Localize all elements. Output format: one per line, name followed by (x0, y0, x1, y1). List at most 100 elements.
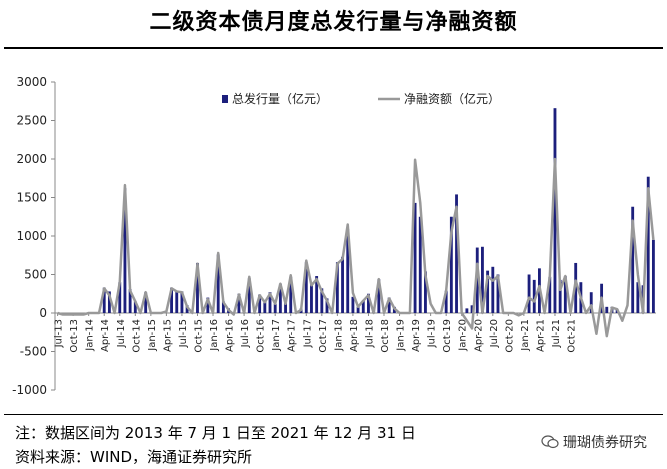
bar (289, 276, 293, 313)
bar (341, 256, 344, 313)
y-tick-label: 2000 (16, 152, 47, 166)
bar (320, 288, 324, 313)
bar (268, 292, 272, 313)
bar (351, 296, 355, 313)
bar (335, 262, 339, 313)
x-tick-label: Jan-16 (209, 319, 220, 352)
x-tick-label: Jan-17 (271, 319, 282, 352)
x-tick-label: Jul-13 (54, 319, 65, 348)
bar (123, 188, 127, 313)
bar (475, 247, 479, 313)
bar (258, 294, 262, 313)
x-tick-label: Oct-20 (504, 319, 515, 353)
bar (589, 292, 593, 313)
bar-series (102, 108, 655, 314)
y-tick-label: 3000 (16, 75, 47, 89)
bar (133, 301, 137, 313)
y-tick-label: 1500 (16, 191, 47, 205)
x-tick-label: Oct-18 (380, 319, 391, 353)
x-tick-label: Oct-17 (318, 319, 329, 353)
bar (449, 216, 453, 313)
bar (646, 176, 650, 313)
bar (605, 306, 609, 313)
bar (455, 194, 458, 313)
bar (356, 306, 360, 313)
x-tick-label: Oct-21 (567, 319, 578, 353)
bar (346, 229, 350, 313)
footnote: 注：数据区间为 2013 年 7 月 1 日至 2021 年 12 月 31 日 (15, 424, 416, 442)
brand-name: 珊瑚债券研究 (563, 435, 647, 451)
bar (180, 291, 184, 313)
bar (247, 278, 251, 313)
bar (481, 246, 484, 313)
bar (377, 279, 381, 313)
bar (185, 305, 189, 313)
x-tick-label: Apr-20 (473, 319, 484, 352)
x-tick-label: Jul-19 (427, 319, 438, 348)
bar (304, 262, 308, 313)
bar (527, 274, 531, 313)
x-tick-label: Oct-16 (256, 319, 267, 353)
bar (221, 301, 225, 313)
x-tick-label: Jul-17 (302, 319, 313, 348)
bar (325, 298, 329, 313)
net-financing-line (57, 157, 655, 338)
x-tick-label: Oct-15 (193, 319, 204, 353)
x-tick-label: Jul-20 (489, 319, 500, 348)
bar (636, 282, 640, 313)
x-tick-label: Jan-18 (333, 319, 344, 352)
legend-swatch-bar (222, 95, 228, 103)
bar (263, 301, 267, 313)
bar (558, 279, 562, 313)
line-series (57, 157, 655, 338)
y-tick-label: 0 (39, 306, 47, 320)
bar (418, 216, 422, 313)
x-tick-label: Jul-21 (551, 319, 562, 348)
wechat-icon (541, 435, 559, 449)
y-tick-label: -500 (20, 345, 47, 359)
x-tick-label: Jan-15 (147, 319, 158, 352)
bar (486, 270, 490, 313)
x-tick-label: Apr-17 (287, 319, 298, 352)
legend: 总发行量（亿元） 净融资额（亿元） (222, 91, 500, 106)
bar (315, 276, 319, 313)
bar (175, 290, 179, 313)
bar (278, 283, 282, 313)
x-tick-label: Oct-19 (442, 319, 453, 353)
bar (413, 202, 417, 313)
title-divider (4, 47, 663, 49)
y-tick-label: 500 (24, 268, 47, 282)
bar (118, 282, 122, 313)
legend-label-net: 净融资额（亿元） (404, 91, 500, 106)
x-tick-label: Jul-18 (364, 319, 375, 348)
x-tick-label: Apr-14 (100, 319, 111, 352)
x-tick-label: Apr-15 (162, 319, 173, 352)
source-note: 资料来源：WIND，海通证券研究所 (15, 448, 253, 466)
x-tick-label: Jan-20 (458, 319, 469, 352)
x-tick-label: Jul-15 (178, 319, 189, 348)
bar (631, 206, 635, 313)
bar (361, 300, 365, 313)
x-tick-label: Oct-13 (69, 319, 80, 353)
x-tick-label: Apr-19 (411, 319, 422, 352)
bar (548, 276, 552, 313)
y-tick-label: 2500 (16, 114, 47, 128)
bar (273, 303, 277, 313)
bar (444, 290, 448, 313)
bar (465, 308, 469, 313)
bar (563, 276, 567, 313)
bar (424, 271, 427, 313)
bar (102, 287, 106, 313)
bar (491, 266, 495, 313)
x-tick-label: Jul-14 (116, 319, 127, 348)
bar (107, 291, 111, 313)
x-tick-label: Apr-18 (349, 319, 360, 352)
x-tick-label: Jan-19 (396, 319, 407, 352)
brand-watermark: 珊瑚债券研究 (541, 432, 647, 452)
bar (144, 292, 148, 313)
bar (532, 279, 536, 313)
x-tick-label: Apr-21 (535, 319, 546, 352)
chart-axes: -1000 -500 0 500 1000 1500 2000 2500 3000 Jul-13 O… (12, 75, 656, 397)
x-tick-label: Jan-21 (520, 319, 531, 352)
bar (284, 302, 287, 313)
